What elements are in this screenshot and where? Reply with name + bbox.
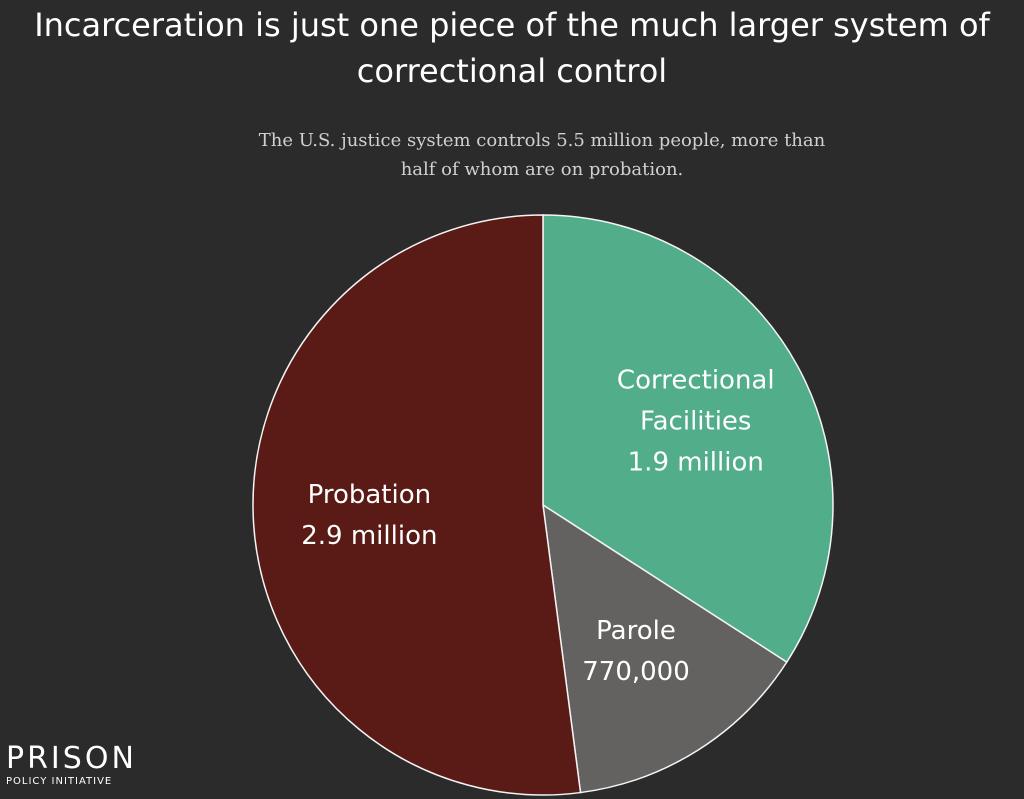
logo-name: PRISON (6, 741, 137, 776)
slice-label: Correctional Facilities 1.9 million (606, 360, 786, 483)
slice-label: Probation 2.9 million (269, 475, 469, 557)
slice-value: 2.9 million (301, 521, 438, 552)
pie-slice (252, 214, 582, 796)
pie-slice (542, 214, 834, 664)
pie-slice (542, 503, 788, 794)
logo-tagline: POLICY INITIATIVE (6, 776, 113, 787)
chart-title: Incarceration is just one piece of the m… (34, 6, 990, 90)
chart-subtitle: The U.S. justice system controls 5.5 mil… (258, 130, 826, 180)
slice-category: Probation (307, 480, 432, 511)
slice-category: Correctional Facilities (616, 365, 775, 437)
slice-value: 1.9 million (627, 447, 764, 478)
slice-label: Parole 770,000 (536, 611, 736, 693)
logo: PRISON POLICY INITIATIVE (6, 742, 137, 788)
slice-category: Parole (596, 616, 676, 647)
slice-value: 770,000 (582, 657, 690, 688)
